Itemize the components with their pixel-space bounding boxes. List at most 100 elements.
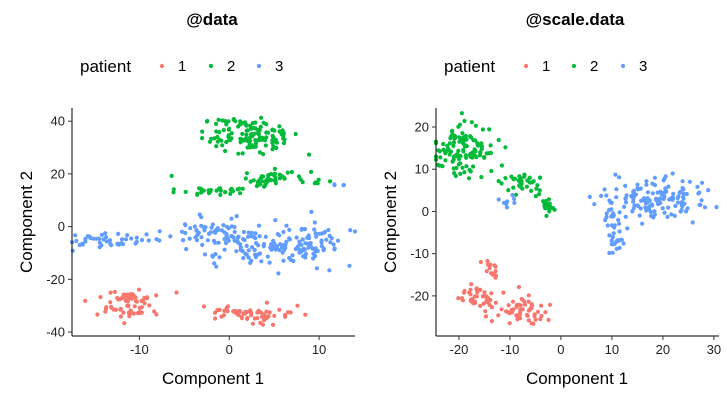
data-point-patient-2 xyxy=(460,165,465,170)
data-point-patient-3 xyxy=(278,242,283,247)
data-point-patient-3 xyxy=(679,207,684,213)
data-point-patient-2 xyxy=(464,155,469,160)
x-tick-label: 20 xyxy=(656,342,670,357)
data-point-patient-3 xyxy=(241,236,246,242)
data-point-patient-3 xyxy=(146,238,151,243)
data-point-patient-2 xyxy=(450,128,455,133)
data-point-patient-3 xyxy=(659,192,665,197)
data-point-patient-3 xyxy=(685,206,690,211)
data-point-patient-3 xyxy=(276,271,281,276)
data-point-patient-2 xyxy=(473,123,478,128)
data-point-patient-2 xyxy=(224,122,229,127)
data-point-patient-2 xyxy=(238,191,243,196)
data-point-patient-3 xyxy=(246,255,251,260)
data-point-patient-3 xyxy=(616,217,621,223)
data-point-patient-2 xyxy=(253,126,258,131)
data-point-patient-1 xyxy=(532,312,537,317)
data-point-patient-1 xyxy=(501,290,506,295)
data-point-patient-1 xyxy=(108,300,113,305)
data-point-patient-2 xyxy=(237,186,242,191)
data-point-patient-2 xyxy=(213,121,219,126)
data-point-patient-2 xyxy=(522,174,527,179)
data-point-patient-3 xyxy=(332,182,337,187)
data-point-patient-2 xyxy=(441,147,446,152)
y-tick-label: 40 xyxy=(51,114,65,129)
data-point-patient-3 xyxy=(222,247,227,252)
data-point-patient-3 xyxy=(287,237,292,242)
data-point-patient-3 xyxy=(294,235,299,240)
data-point-patient-2 xyxy=(221,128,226,133)
data-point-patient-2 xyxy=(463,143,468,148)
data-point-patient-1 xyxy=(245,315,250,320)
data-point-patient-2 xyxy=(244,132,249,137)
data-point-patient-1 xyxy=(225,309,230,314)
data-point-patient-2 xyxy=(460,131,465,136)
data-point-patient-3 xyxy=(702,205,708,210)
data-point-patient-1 xyxy=(109,304,114,309)
data-point-patient-3 xyxy=(280,250,285,255)
data-point-patient-3 xyxy=(310,256,316,261)
data-point-patient-3 xyxy=(205,238,210,243)
data-point-patient-2 xyxy=(218,192,223,197)
data-point-patient-3 xyxy=(607,233,612,238)
data-point-patient-1 xyxy=(543,310,548,315)
data-point-patient-3 xyxy=(291,258,296,264)
data-point-patient-3 xyxy=(326,227,331,233)
data-point-patient-3 xyxy=(706,188,711,193)
data-point-patient-3 xyxy=(241,255,246,261)
data-point-patient-2 xyxy=(453,173,458,179)
data-point-patient-2 xyxy=(533,194,538,199)
data-point-patient-1 xyxy=(249,313,254,318)
data-point-patient-3 xyxy=(199,223,204,228)
legend: patient 1 2 3 xyxy=(444,57,647,76)
data-point-patient-1 xyxy=(507,311,512,316)
data-point-patient-3 xyxy=(311,251,316,256)
data-point-patient-1 xyxy=(112,289,117,294)
data-point-patient-3 xyxy=(697,202,702,207)
data-point-patient-3 xyxy=(615,238,620,243)
data-point-patient-3 xyxy=(236,240,241,245)
data-point-patient-2 xyxy=(270,147,275,152)
data-point-patient-3 xyxy=(94,236,99,241)
data-point-patient-3 xyxy=(650,191,655,196)
data-point-patient-2 xyxy=(244,128,249,133)
data-point-patient-1 xyxy=(262,318,267,323)
data-point-patient-1 xyxy=(111,307,116,312)
data-point-patient-2 xyxy=(534,186,539,191)
data-point-patient-2 xyxy=(547,209,552,214)
data-point-patient-2 xyxy=(262,184,267,189)
data-point-patient-2 xyxy=(437,149,442,154)
data-point-patient-2 xyxy=(244,171,249,176)
data-point-patient-2 xyxy=(458,171,463,176)
data-point-patient-2 xyxy=(451,143,456,148)
data-point-patient-2 xyxy=(264,180,269,185)
data-point-patient-2 xyxy=(277,172,282,177)
data-point-patient-3 xyxy=(643,205,648,210)
data-point-patient-3 xyxy=(621,241,626,246)
data-point-patient-3 xyxy=(179,229,185,234)
data-point-patient-3 xyxy=(265,254,270,259)
data-point-patient-1 xyxy=(98,295,103,300)
data-point-patient-3 xyxy=(606,208,612,213)
data-point-patient-3 xyxy=(629,193,634,199)
data-point-patient-3 xyxy=(312,220,317,225)
data-point-patient-2 xyxy=(220,118,225,123)
data-point-patient-3 xyxy=(679,202,684,207)
data-point-patient-1 xyxy=(510,299,516,304)
data-point-patient-3 xyxy=(306,233,311,238)
data-point-patient-3 xyxy=(219,228,224,233)
data-point-patient-3 xyxy=(609,200,614,205)
data-point-patient-2 xyxy=(223,148,228,154)
data-point-patient-3 xyxy=(700,180,705,185)
data-point-patient-1 xyxy=(137,310,142,315)
data-point-patient-3 xyxy=(655,190,660,195)
data-point-patient-2 xyxy=(214,129,219,134)
data-point-patient-3 xyxy=(677,190,682,195)
y-ticks: -20 -10 0 10 20 xyxy=(410,120,436,303)
data-point-patient-2 xyxy=(511,177,516,182)
data-point-patient-3 xyxy=(224,224,230,229)
x-tick-label: 0 xyxy=(557,342,564,357)
data-point-patient-3 xyxy=(317,231,322,236)
data-point-patient-3 xyxy=(249,230,255,235)
data-point-patient-3 xyxy=(663,174,668,179)
